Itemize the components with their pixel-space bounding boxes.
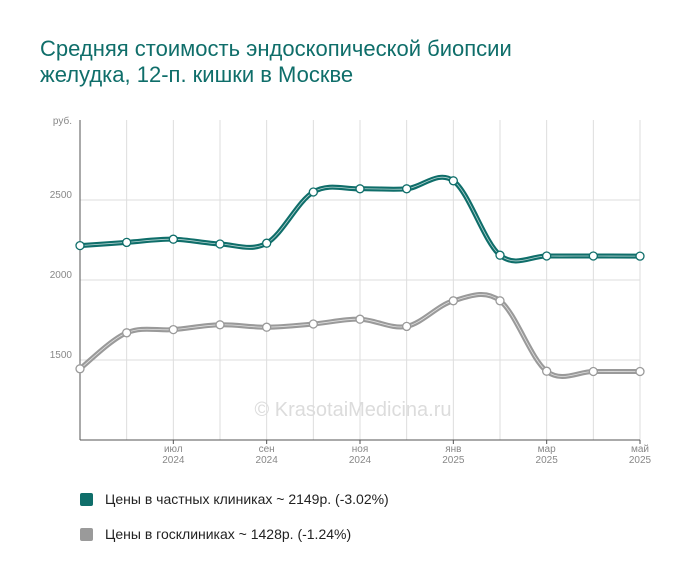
x-tick-label-year: 2024 — [349, 455, 372, 466]
data-point — [542, 366, 552, 376]
data-point — [448, 176, 458, 186]
data-point — [262, 322, 272, 332]
data-point — [122, 328, 132, 338]
x-tick-label-month: сен — [259, 444, 275, 455]
legend-label-public: Цены в госклиниках ~ 1428р. (-1.24%) — [105, 526, 352, 542]
y-axis-unit-label: руб. — [53, 115, 72, 127]
data-point — [495, 296, 505, 306]
x-tick-label-month: июл — [164, 444, 183, 455]
data-point — [262, 238, 272, 248]
data-point — [448, 296, 458, 306]
data-point — [308, 319, 318, 329]
data-point — [215, 239, 225, 249]
data-point — [495, 250, 505, 260]
x-tick-label-year: 2024 — [256, 455, 279, 466]
data-point — [588, 251, 598, 261]
data-point — [402, 321, 412, 332]
x-tick-label-month: май — [631, 444, 649, 455]
legend-swatch-public — [80, 527, 93, 541]
data-point — [402, 184, 412, 194]
y-tick-label: 1500 — [50, 350, 73, 361]
watermark: © KrasotaiMedicina.ru — [254, 399, 451, 421]
x-tick-label-month: ноя — [352, 444, 369, 455]
data-point — [355, 184, 365, 194]
data-point — [635, 366, 645, 377]
y-tick-label: 2500 — [50, 190, 73, 201]
data-point — [215, 320, 225, 330]
data-point — [75, 364, 85, 374]
data-point — [588, 366, 598, 377]
data-point — [122, 237, 132, 248]
data-point — [542, 251, 552, 261]
legend-item-private[interactable]: Цены в частных клиниках ~ 2149р. (-3.02%… — [80, 491, 389, 507]
x-tick-label-month: янв — [445, 444, 461, 455]
data-point — [168, 324, 178, 335]
data-point — [75, 240, 85, 251]
chart-title: Средняя стоимость эндоскопической биопси… — [40, 36, 640, 88]
line-chart: 150020002500руб.июл2024сен2024ноя2024янв… — [50, 115, 652, 466]
x-tick-label-year: 2025 — [629, 455, 652, 466]
x-tick-label-year: 2024 — [162, 455, 185, 466]
x-tick-label-month: мар — [538, 444, 556, 455]
data-point — [168, 234, 178, 244]
chart-title-line-1: Средняя стоимость эндоскопической биопси… — [40, 36, 512, 61]
legend-swatch-private — [80, 492, 93, 506]
chart-title-line-2: желудка, 12-п. кишки в Москве — [40, 62, 354, 87]
x-tick-label-year: 2025 — [442, 455, 465, 466]
x-tick-label-year: 2025 — [536, 455, 559, 466]
legend-item-public[interactable]: Цены в госклиниках ~ 1428р. (-1.24%) — [80, 526, 351, 542]
data-point — [308, 187, 318, 197]
y-tick-label: 2000 — [50, 270, 73, 281]
data-point — [635, 251, 645, 261]
legend-label-private: Цены в частных клиниках ~ 2149р. (-3.02%… — [105, 491, 389, 507]
data-point — [355, 314, 365, 324]
